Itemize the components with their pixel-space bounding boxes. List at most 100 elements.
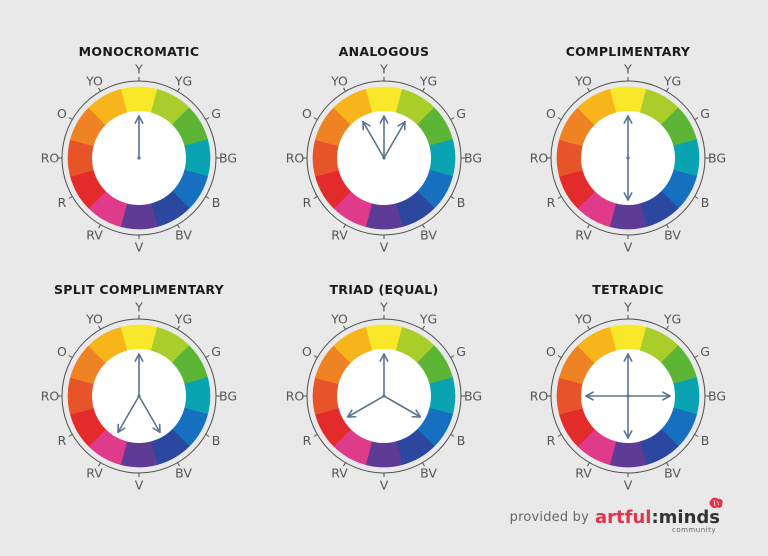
tick-mark [98,224,101,229]
arrow-origin [137,156,141,160]
tick-mark [68,117,73,120]
wheel-segment-v [120,203,158,230]
tick-mark [450,434,455,437]
tick-mark [450,355,455,358]
color-label-yo: YO [330,311,348,326]
tick-mark [422,87,425,92]
color-label-ro: RO [41,389,60,404]
arrowhead [623,192,633,201]
color-label-b: B [457,195,466,210]
wheel-segment-v [365,441,403,468]
color-label-y: Y [134,300,143,315]
color-label-g: G [211,106,221,121]
arrowhead [346,409,357,418]
color-label-rv: RV [86,466,103,481]
wheel-segment-y [120,324,158,351]
color-label-bv: BV [175,466,192,481]
wheel-segment-y [609,324,647,351]
color-label-r: R [58,433,67,448]
arrow-yo [362,120,385,159]
color-label-bv: BV [664,228,681,243]
tick-mark [98,87,101,92]
arrow-rv [117,395,140,434]
color-label-v: V [135,240,144,255]
wheel-segment-bg [429,377,456,415]
color-label-yg: YG [663,73,681,88]
color-label-rv: RV [86,228,103,243]
tick-mark [343,224,346,229]
color-label-y: Y [379,62,388,77]
tick-mark [98,325,101,330]
color-label-yg: YG [663,311,681,326]
color-label-o: O [546,106,556,121]
wheel-segment-bg [184,139,211,177]
color-label-o: O [302,106,312,121]
arrowhead [379,115,389,124]
color-label-bg: BG [708,151,726,166]
wheel-segment-v [120,441,158,468]
tick-mark [205,117,210,120]
footer-credit: provided by artful:minds community [509,497,723,534]
tick-mark [68,355,73,358]
color-label-o: O [57,344,67,359]
wheel-segment-ro [312,139,339,177]
provided-by-text: provided by [509,510,589,525]
color-label-g: G [456,106,466,121]
color-wheel-1: MONOCROMATIC Y YG G BG B BV V RV R RO O YO [41,44,237,255]
color-label-b: B [701,433,710,448]
wheel-segment-y [365,324,403,351]
wheel-segment-ro [67,377,94,415]
arrow-origin [137,394,141,398]
color-label-bv: BV [175,228,192,243]
arrow-origin [382,156,386,160]
brand-name-artful: artful [595,507,652,528]
arrowhead [117,423,126,434]
color-label-o: O [546,344,556,359]
arrowhead [152,423,161,434]
tick-mark [205,196,210,199]
tick-mark [587,224,590,229]
color-label-v: V [380,240,389,255]
wheel-title: TRIAD (EQUAL) [329,282,438,297]
color-label-bg: BG [708,389,726,404]
wheel-segment-bg [184,377,211,415]
tick-mark [587,87,590,92]
tick-mark [422,325,425,330]
color-label-r: R [303,433,312,448]
wheel-segment-bg [429,139,456,177]
color-label-rv: RV [575,228,592,243]
tick-mark [68,434,73,437]
color-label-g: G [456,344,466,359]
wheel-segment-bg [673,139,700,177]
brand-subtitle: community [672,526,716,534]
color-label-yg: YG [419,311,437,326]
color-label-b: B [212,433,221,448]
arrow-origin [382,394,386,398]
tick-mark [694,117,699,120]
arrowhead [411,409,422,418]
wheel-segment-v [609,441,647,468]
tick-mark [422,224,425,229]
tick-mark [177,224,180,229]
tick-mark [422,462,425,467]
tick-mark [177,87,180,92]
artful-minds-logo[interactable]: artful:minds community [595,497,723,534]
color-label-bg: BG [219,151,237,166]
tick-mark [313,434,318,437]
color-label-g: G [211,344,221,359]
wheel-segment-y [609,86,647,113]
arrowhead [134,353,144,362]
arrowhead [662,391,671,401]
color-label-b: B [701,195,710,210]
color-wheel-2: ANALOGOUS Y YG G BG B BV V RV R RO O YO [286,44,482,255]
color-label-yg: YG [174,73,192,88]
color-label-yg: YG [174,311,192,326]
color-label-b: B [212,195,221,210]
color-label-y: Y [134,62,143,77]
arrowhead [397,120,406,131]
wheel-title: ANALOGOUS [339,44,430,59]
arrowhead [362,120,371,131]
tick-mark [177,325,180,330]
color-label-ro: RO [530,389,549,404]
